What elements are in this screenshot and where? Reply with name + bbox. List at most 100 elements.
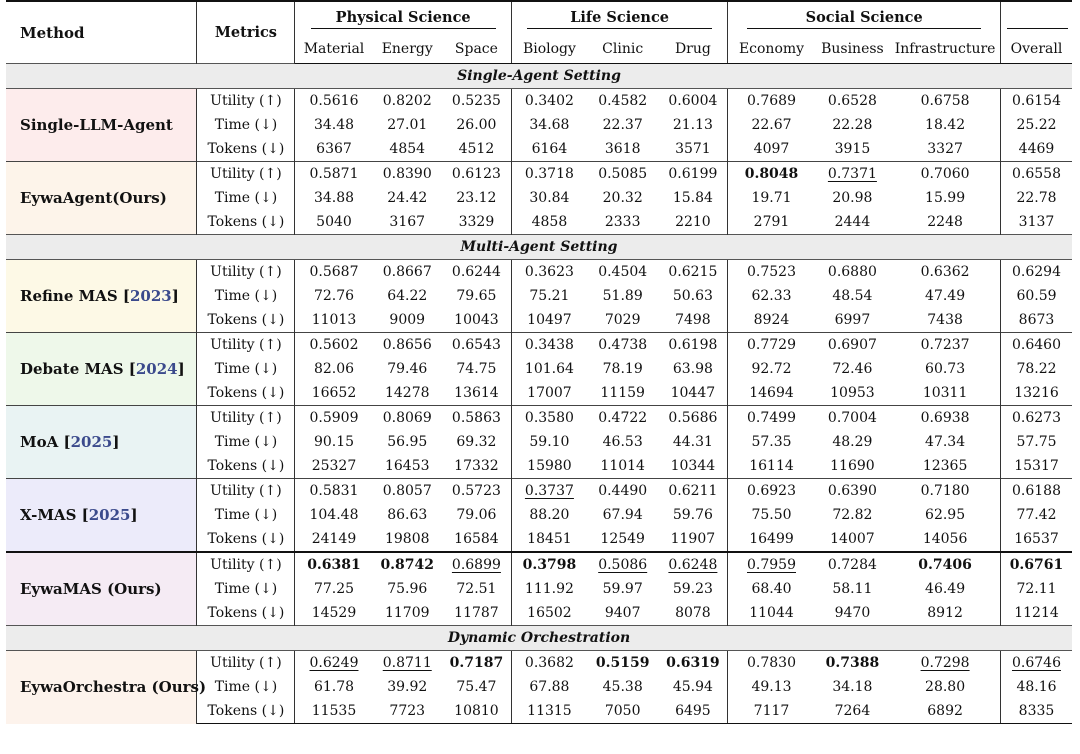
table-cell: 0.6880	[827, 264, 877, 280]
table-cell: 2248	[890, 210, 1001, 235]
table-cell: 88.20	[529, 507, 570, 523]
table-cell: 3915	[834, 141, 871, 157]
table-cell: 16499	[749, 531, 794, 547]
method-name: X-MAS [2025]	[6, 478, 198, 552]
table-cell: 61.78	[313, 679, 355, 695]
table-cell: 0.8742	[372, 551, 442, 577]
table-cell: 75.21	[529, 288, 570, 304]
table-row: X-MAS [2025] Utility (↑) 0.5831 0.8057 0.572…	[6, 478, 1072, 552]
col-header: Clinic	[586, 35, 659, 64]
table-cell: 57.75	[1016, 434, 1057, 450]
table-cell: 0.8390	[372, 161, 442, 186]
citation-link[interactable]: 2024	[135, 360, 178, 378]
table-cell: 34.88	[313, 190, 355, 206]
table-cell: 101.64	[524, 361, 574, 377]
table-cell: 22.78	[1016, 190, 1057, 206]
table-cell: 0.7371	[814, 161, 891, 186]
table-cell: 3167	[389, 214, 426, 230]
table-row: Tokens (↓) 11013 9009 10043 10497 7029 7498 892…	[6, 308, 1072, 333]
table-cell: 14694	[749, 385, 794, 401]
table-cell: 0.7689	[747, 93, 796, 109]
col-header: Economy	[727, 35, 815, 64]
table-cell: 7029	[604, 312, 641, 328]
metric-label: Time (↓)	[196, 577, 296, 601]
table-cell: 3618	[604, 141, 641, 157]
table-cell: 60.73	[890, 357, 1001, 381]
table-row: Time (↓) 34.88 24.42 23.12 30.84 20.32 15.84 19…	[6, 186, 1072, 210]
metric-label: Time (↓)	[196, 430, 296, 454]
table-cell: 0.5871	[294, 161, 373, 186]
table-cell: 2333	[604, 214, 641, 230]
table-cell: 59.23	[658, 577, 729, 601]
table-row: Time (↓) 82.06 79.46 74.75 101.64 78.19 63.98 9…	[6, 357, 1072, 381]
method-label: Refine MAS	[20, 287, 118, 305]
table-cell: 20.98	[832, 190, 873, 206]
metric-label: Time (↓)	[196, 186, 296, 210]
table-cell: 19.71	[751, 190, 792, 206]
table-cell: 7438	[890, 308, 1001, 333]
citation-link[interactable]: 2025	[88, 506, 131, 524]
table-cell: 8335	[1000, 699, 1072, 724]
table-cell: 0.6188	[1000, 478, 1072, 503]
table-row: Debate MAS [2024] Utility (↑) 0.5602 0.8656…	[6, 332, 1072, 406]
table-cell: 11709	[384, 605, 430, 621]
table-cell: 13614	[441, 381, 512, 406]
table-cell: 0.7060	[890, 161, 1001, 186]
table-cell: 0.6362	[890, 259, 1001, 284]
table-cell: 6367	[316, 141, 352, 157]
table-cell: 7050	[586, 699, 659, 724]
table-cell: 0.6199	[658, 161, 729, 186]
header-column-row: Material Energy Space Biology Clinic Dru…	[6, 35, 1072, 64]
table-cell: 0.8048	[727, 161, 815, 186]
table-cell: 47.34	[890, 430, 1001, 454]
table-cell: 15317	[1014, 458, 1059, 474]
section-title: Single-Agent Setting	[6, 63, 1072, 89]
method-label: Single-LLM-Agent	[20, 116, 173, 134]
table-cell: 10810	[441, 699, 512, 724]
table-cell: 49.13	[751, 679, 792, 695]
table-cell: 18451	[527, 531, 572, 547]
metric-label: Time (↓)	[196, 675, 296, 699]
table-cell: 24149	[311, 531, 357, 547]
table-cell: 0.6938	[890, 405, 1001, 430]
table-cell: 0.6248	[658, 551, 729, 577]
table-cell: 0.6758	[890, 88, 1001, 113]
table-row: Tokens (↓) 25327 16453 17332 15980 11014 10344…	[6, 454, 1072, 479]
table-cell: 0.3623	[524, 264, 574, 280]
method-name: MoA [2025]	[6, 405, 198, 479]
table-cell: 17007	[527, 385, 572, 401]
table-cell: 0.6761	[1000, 551, 1072, 577]
col-header: Drug	[658, 35, 729, 64]
table-cell: 59.10	[529, 434, 570, 450]
table-cell: 45.94	[658, 675, 729, 699]
table-cell: 0.3580	[511, 405, 587, 430]
table-cell: 0.7830	[747, 655, 796, 671]
table-cell: 13216	[1014, 385, 1059, 401]
table-cell: 12365	[890, 454, 1001, 479]
table-cell: 50.63	[658, 284, 729, 308]
table-cell: 0.5602	[294, 332, 373, 357]
table-cell: 28.80	[890, 675, 1001, 699]
table-cell: 11044	[749, 605, 794, 621]
table-row: Single-LLM-Agent Utility (↑) 0.5616 0.8202 0…	[6, 88, 1072, 162]
group-header-overall-spacer	[1000, 0, 1072, 35]
table-cell: 0.6273	[1000, 405, 1072, 430]
table-cell: 62.33	[751, 288, 792, 304]
table-cell: 0.5235	[441, 88, 512, 113]
metric-label: Tokens (↓)	[196, 381, 296, 406]
table-cell: 4097	[753, 141, 790, 157]
table-cell: 0.7388	[825, 655, 880, 671]
table-cell: 0.8656	[372, 332, 442, 357]
citation-link[interactable]: 2025	[70, 433, 113, 451]
table-cell: 7264	[814, 699, 891, 724]
table-cell: 0.6154	[1011, 93, 1061, 109]
citation-link[interactable]: 2023	[130, 287, 172, 305]
table-cell: 0.4490	[586, 478, 659, 503]
metric-label: Utility (↑)	[196, 478, 296, 503]
table-cell: 78.22	[1016, 361, 1057, 377]
table-cell: 0.6123	[441, 161, 512, 186]
table-cell: 72.82	[832, 507, 873, 523]
table-cell: 0.4582	[598, 93, 648, 109]
table-row: EywaOrchestra (Ours) Utility (↑) 0.6249 0.8…	[6, 650, 1072, 724]
table-cell: 0.5831	[294, 478, 373, 503]
